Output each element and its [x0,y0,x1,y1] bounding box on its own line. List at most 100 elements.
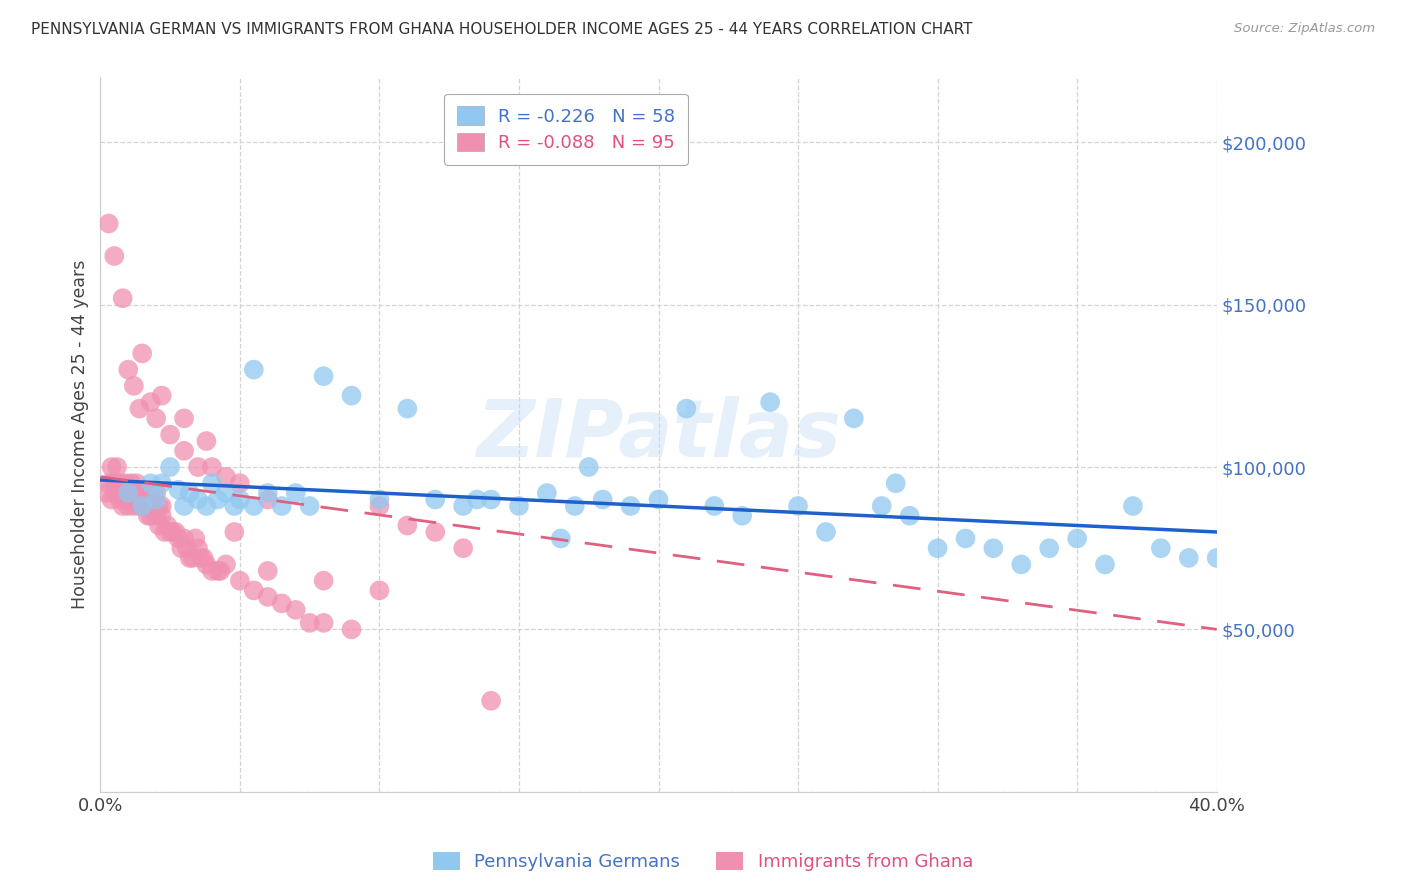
Point [114,476,136,491]
Point [148,518,170,533]
Point [1150,541,1173,556]
Point [165,524,187,539]
Point [703,499,725,513]
Point [884,476,907,491]
Point [167,532,190,546]
Point [451,499,474,513]
Point [181,550,204,565]
Point [170,541,193,556]
Point [842,411,865,425]
Point [465,492,488,507]
Point [108,492,131,507]
Point [97,476,120,491]
Point [111,486,134,500]
Point [142,499,165,513]
Point [111,499,134,513]
Point [134,499,156,513]
Point [162,524,184,539]
Point [142,492,165,507]
Legend: Pennsylvania Germans, Immigrants from Ghana: Pennsylvania Germans, Immigrants from Gh… [426,845,980,879]
Point [224,499,246,513]
Point [103,476,125,491]
Point [340,623,363,637]
Point [145,411,167,425]
Point [312,369,335,384]
Point [179,486,201,500]
Point [131,499,153,513]
Point [229,574,252,588]
Point [536,486,558,500]
Point [150,508,173,523]
Point [256,564,278,578]
Point [368,499,391,513]
Y-axis label: Householder Income Ages 25 - 44 years: Householder Income Ages 25 - 44 years [72,260,89,609]
Point [1010,558,1032,572]
Point [150,476,173,491]
Point [100,492,122,507]
Point [120,492,142,507]
Point [128,401,150,416]
Point [215,558,238,572]
Point [128,499,150,513]
Point [201,476,224,491]
Point [256,486,278,500]
Point [243,583,266,598]
Text: PENNSYLVANIA GERMAN VS IMMIGRANTS FROM GHANA HOUSEHOLDER INCOME AGES 25 - 44 YEA: PENNSYLVANIA GERMAN VS IMMIGRANTS FROM G… [31,22,973,37]
Point [592,492,614,507]
Point [173,443,195,458]
Point [731,508,754,523]
Point [243,362,266,376]
Point [117,486,139,500]
Point [173,411,195,425]
Point [156,518,179,533]
Point [111,291,134,305]
Point [396,518,419,533]
Point [298,499,321,513]
Point [425,524,447,539]
Point [209,564,232,578]
Point [425,492,447,507]
Point [955,532,977,546]
Point [108,476,131,491]
Point [139,476,162,491]
Point [451,541,474,556]
Point [298,615,321,630]
Point [159,460,181,475]
Point [131,346,153,360]
Point [1122,499,1144,513]
Point [187,541,209,556]
Point [1205,550,1227,565]
Point [114,492,136,507]
Point [270,596,292,610]
Point [193,550,215,565]
Point [270,499,292,513]
Point [145,508,167,523]
Point [215,486,238,500]
Point [312,574,335,588]
Point [564,499,586,513]
Point [150,499,173,513]
Point [312,615,335,630]
Point [187,492,209,507]
Point [117,362,139,376]
Point [159,524,181,539]
Point [578,460,600,475]
Point [927,541,949,556]
Point [508,499,530,513]
Point [120,476,142,491]
Point [340,389,363,403]
Point [179,550,201,565]
Point [479,492,502,507]
Point [97,217,120,231]
Point [550,532,572,546]
Point [190,550,212,565]
Point [103,486,125,500]
Point [128,492,150,507]
Point [368,492,391,507]
Point [105,486,128,500]
Point [122,486,145,500]
Point [229,492,252,507]
Point [243,499,266,513]
Point [1066,532,1088,546]
Point [207,564,229,578]
